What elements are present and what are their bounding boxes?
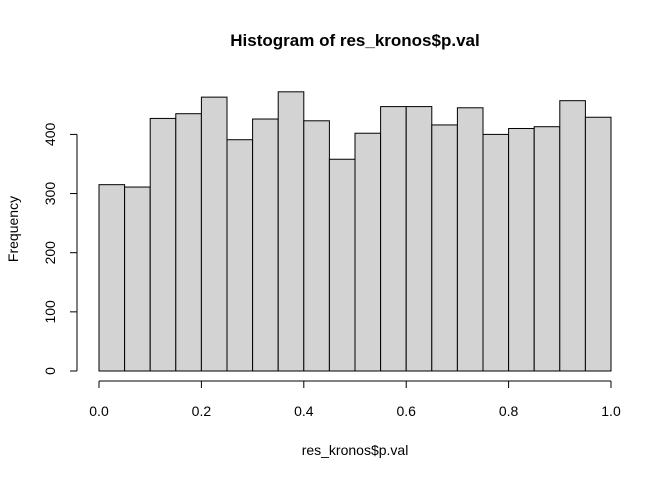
x-tick-label: 0.8	[499, 403, 519, 419]
histogram-bar	[328, 158, 356, 372]
y-tick-label: 300	[42, 182, 58, 206]
y-tick-label: 0	[42, 367, 58, 375]
chart-title: Histogram of res_kronos$p.val	[230, 31, 479, 50]
y-tick-label: 100	[42, 300, 58, 324]
bars	[98, 91, 612, 372]
histogram-bar	[175, 113, 202, 372]
x-tick-label: 0.6	[396, 403, 416, 419]
x-tick-label: 0.4	[294, 403, 314, 419]
y-axis: 0 100 200 300 400	[42, 123, 78, 375]
histogram-bar	[508, 127, 535, 372]
histogram-bar	[431, 124, 458, 372]
histogram-bar	[200, 96, 228, 372]
histogram-bar	[456, 107, 484, 372]
histogram-bar	[405, 106, 433, 372]
histogram-bar	[380, 106, 407, 372]
histogram-bar	[303, 120, 330, 372]
x-tick-label: 0.2	[192, 403, 212, 419]
y-tick-label: 200	[42, 241, 58, 265]
histogram-bar	[559, 100, 586, 372]
x-tick-label: 0.0	[89, 403, 109, 419]
y-tick-label: 400	[42, 123, 58, 147]
histogram-bar	[124, 186, 151, 372]
histogram-bar	[226, 139, 254, 372]
histogram-bar	[533, 126, 561, 372]
histogram-bar	[98, 184, 126, 372]
histogram-bar	[584, 116, 612, 372]
y-axis-label: Frequency	[5, 196, 21, 262]
histogram-bar	[149, 117, 177, 372]
x-axis-label: res_kronos$p.val	[302, 442, 409, 458]
x-axis: 0.0 0.2 0.4 0.6 0.8 1.0	[89, 380, 621, 419]
histogram-bar	[482, 133, 510, 372]
histogram-bar	[252, 118, 279, 372]
histogram-bar	[277, 91, 305, 372]
x-tick-label: 1.0	[601, 403, 621, 419]
histogram-bar	[354, 132, 382, 372]
